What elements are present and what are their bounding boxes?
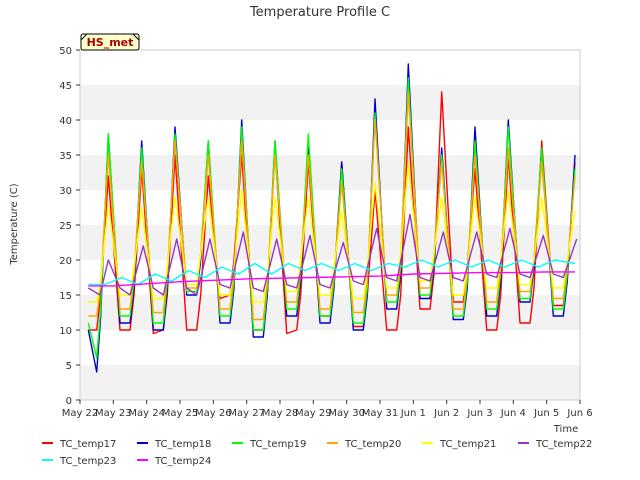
legend-label: TC_temp21 (439, 439, 496, 450)
series-line-tc-temp19 (87, 77, 576, 359)
series-layer (87, 63, 578, 373)
x-tick-label: May 25 (162, 408, 199, 419)
y-tick-label: 25 (59, 221, 72, 232)
y-tick-label: 20 (59, 256, 72, 267)
y-axis: 0 5 10 15 20 25 30 35 40 45 50 (59, 46, 80, 407)
y-tick-label: 10 (59, 326, 72, 337)
y-tick-label: 45 (59, 81, 72, 92)
legend-label: TC_temp24 (154, 456, 211, 467)
x-tick-label: May 27 (228, 408, 265, 419)
x-tick-label: Jun 6 (566, 408, 592, 419)
series-line-tc-temp23 (88, 259, 576, 286)
y-tick-label: 5 (66, 361, 72, 372)
chart-title: Temperature Profile C (249, 5, 390, 20)
series-line-tc-temp22 (87, 213, 578, 296)
legend-label: TC_temp20 (344, 439, 401, 450)
plot-area (79, 49, 581, 401)
x-tick-label: Jun 2 (433, 408, 459, 419)
x-tick-label: May 26 (195, 408, 232, 419)
x-tick-label: May 22 (62, 408, 99, 419)
y-tick-label: 35 (59, 151, 72, 162)
x-tick-label: Jun 3 (466, 408, 492, 419)
y-tick-label: 40 (59, 116, 72, 127)
legend-label: TC_temp22 (535, 439, 592, 450)
y-axis-label: Temperature (C) (9, 183, 20, 265)
y-tick-label: 0 (66, 396, 72, 407)
site-label-box: HS_met (80, 33, 140, 51)
x-tick-label: Jun 5 (533, 408, 559, 419)
x-tick-label: May 29 (295, 408, 332, 419)
legend-label: TC_temp18 (154, 439, 211, 450)
x-tick-label: May 23 (95, 408, 132, 419)
y-tick-label: 15 (59, 291, 72, 302)
legend-label: TC_temp19 (249, 439, 306, 450)
legend-label: TC_temp17 (59, 439, 116, 450)
x-tick-label: May 24 (128, 408, 165, 419)
series-line-tc-temp24 (88, 271, 575, 287)
y-tick-label: 30 (59, 186, 72, 197)
x-tick-label: Jun 4 (500, 408, 526, 419)
x-tick-label: May 28 (262, 408, 299, 419)
legend: TC_temp17 TC_temp18 TC_temp19 TC_temp20 TC_t… (42, 439, 592, 467)
legend-label: TC_temp23 (59, 456, 116, 467)
x-axis-label: Time (553, 424, 578, 435)
site-label: HS_met (87, 36, 134, 49)
y-tick-label: 50 (59, 46, 72, 57)
x-tick-label: Jun 1 (400, 408, 426, 419)
x-tick-label: May 30 (328, 408, 365, 419)
x-tick-label: May 31 (362, 408, 399, 419)
